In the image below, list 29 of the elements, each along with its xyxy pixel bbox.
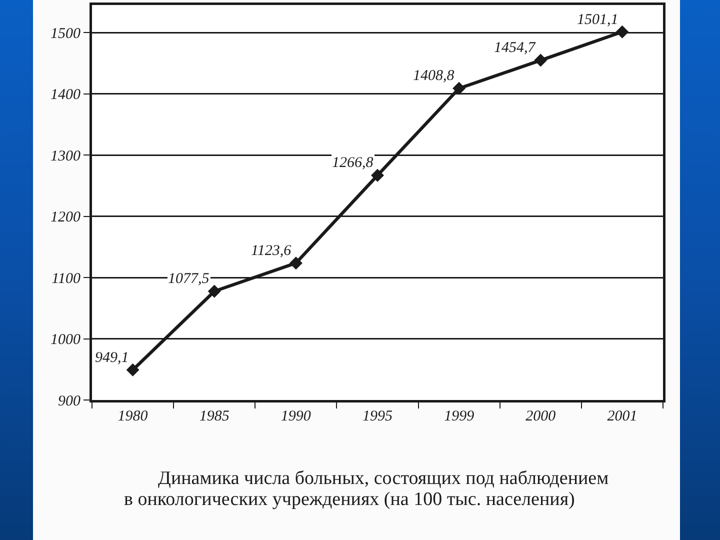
point: [534, 54, 548, 67]
y-tick-label: 900: [58, 393, 81, 410]
data-label: 1501,1: [577, 12, 618, 28]
point: [452, 82, 466, 95]
data-label: 949,1: [95, 350, 129, 366]
y-tick-label: 1000: [50, 332, 81, 348]
y-tick-label: 1500: [50, 26, 81, 42]
x-tick-label: 2000: [526, 408, 556, 424]
x-tick-label: 2001: [607, 408, 638, 424]
x-tick-label: 1999: [444, 408, 475, 424]
x-tick-label: 1995: [362, 408, 393, 424]
x-tick-label: 1990: [280, 408, 312, 424]
y-tick-label: 1400: [50, 87, 81, 104]
y-tick-label: 1300: [50, 148, 81, 164]
data-label: 1123,6: [251, 243, 292, 259]
point: [126, 363, 140, 376]
point: [289, 256, 302, 270]
point: [371, 168, 384, 182]
x-tick-label: 1985: [199, 408, 230, 424]
data-label: 1266,8: [332, 155, 374, 171]
y-tick-label: 1200: [50, 210, 81, 226]
y-tick-label: 1100: [52, 270, 81, 287]
text: Динамика числа больных, состоящих под наблюдением в онкологических учреждениях (на 100 тыс. населения): [124, 468, 610, 510]
x-tick-label: 1980: [118, 408, 148, 424]
point: [616, 25, 629, 38]
data-label: 1454,7: [494, 40, 537, 56]
data-label: 1408,8: [413, 68, 455, 84]
data-label: 1077,5: [168, 271, 210, 287]
point: [208, 284, 221, 298]
